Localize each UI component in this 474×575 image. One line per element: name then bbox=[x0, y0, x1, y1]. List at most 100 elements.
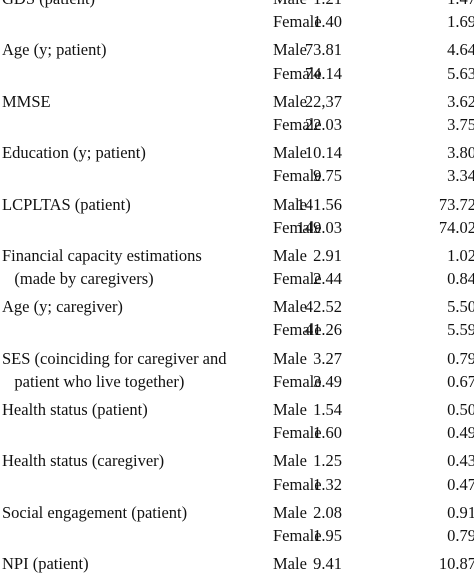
mean-cell: 22,37 bbox=[304, 91, 342, 111]
sex-cell: Female bbox=[273, 423, 322, 443]
sex-cell: Male bbox=[273, 40, 307, 60]
table-row: Female 1.40 1.69 bbox=[0, 10, 474, 33]
sd-cell: 0.84 bbox=[447, 269, 474, 289]
variable-cell: GDS (patient) bbox=[2, 0, 95, 10]
sex-cell: Male bbox=[273, 91, 307, 111]
mean-cell: 42.52 bbox=[304, 297, 342, 317]
mean-cell: 1.32 bbox=[313, 474, 342, 494]
sd-cell: 0.47 bbox=[447, 474, 474, 494]
mean-cell: 3.49 bbox=[313, 371, 342, 391]
mean-cell: 1.40 bbox=[313, 12, 342, 32]
mean-cell: 41.26 bbox=[304, 320, 342, 340]
sd-cell: 4.64 bbox=[447, 40, 474, 60]
mean-cell: 3.27 bbox=[313, 348, 342, 368]
table-row: Female 1.32 0.47 bbox=[0, 473, 474, 496]
sd-cell: 1.47 bbox=[447, 0, 474, 10]
variable-cell: SES (coinciding for caregiver and bbox=[2, 348, 227, 368]
sd-cell: 0.79 bbox=[447, 525, 474, 545]
sd-cell: 0.50 bbox=[447, 400, 474, 419]
sd-cell: 73.72 bbox=[438, 194, 474, 214]
sex-cell: Female bbox=[273, 12, 322, 32]
sex-cell: Female bbox=[273, 371, 322, 391]
table-row: Age (y; patient) Male 73.81 4.64 bbox=[0, 38, 474, 61]
sd-cell: 5.59 bbox=[447, 320, 474, 340]
sex-cell: Female bbox=[273, 114, 322, 134]
variable-cell: (made by caregivers) bbox=[2, 269, 154, 289]
table-row: (made by caregivers) Female 2.44 0.84 bbox=[0, 267, 474, 290]
sex-cell: Male bbox=[273, 143, 307, 163]
table-row: Female 41.26 5.59 bbox=[0, 318, 474, 341]
table-row: Female 149.03 74.02 bbox=[0, 216, 474, 239]
mean-cell: 2.91 bbox=[313, 245, 342, 265]
variable-cell: Age (y; caregiver) bbox=[2, 297, 123, 317]
variable-cell: Education (y; patient) bbox=[2, 143, 146, 163]
mean-cell: 22.03 bbox=[304, 114, 342, 134]
sd-cell: 0.91 bbox=[447, 502, 474, 522]
mean-cell: 149.03 bbox=[296, 217, 342, 237]
sd-cell: 3.80 bbox=[447, 143, 474, 163]
sd-cell: 0.43 bbox=[447, 451, 474, 471]
mean-cell: 1.60 bbox=[313, 423, 342, 443]
table-row: Female 74.14 5.63 bbox=[0, 62, 474, 85]
sex-cell: Male bbox=[273, 400, 307, 419]
variable-cell: MMSE bbox=[2, 91, 51, 111]
sd-cell: 3.62 bbox=[447, 91, 474, 111]
sex-cell: Female bbox=[273, 320, 322, 340]
table-row: MMSE Male 22,37 3.62 bbox=[0, 90, 474, 113]
sex-cell: Male bbox=[273, 348, 307, 368]
table-row: LCPLTAS (patient) Male 141.56 73.72 bbox=[0, 193, 474, 216]
sd-cell: 1.69 bbox=[447, 12, 474, 32]
mean-cell: 9.41 bbox=[313, 554, 342, 574]
table-row: Social engagement (patient) Male 2.08 0.91 bbox=[0, 501, 474, 524]
variable-cell: Age (y; patient) bbox=[2, 40, 107, 60]
variable-cell: Health status (patient) bbox=[2, 400, 148, 419]
mean-cell: 2.44 bbox=[313, 269, 342, 289]
table-row: Female 22.03 3.75 bbox=[0, 113, 474, 136]
table-row: NPI (patient) Male 9.41 10.87 bbox=[0, 552, 474, 575]
table-row: SES (coinciding for caregiver and Male 3.2… bbox=[0, 347, 474, 370]
mean-cell: 73.81 bbox=[304, 40, 342, 60]
table-row: Health status (patient) Male 1.54 0.50 bbox=[0, 398, 474, 421]
mean-cell: 1.25 bbox=[313, 451, 342, 471]
variable-cell: patient who live together) bbox=[2, 371, 185, 391]
sex-cell: Female bbox=[273, 63, 322, 83]
sex-cell: Male bbox=[273, 554, 307, 574]
mean-cell: 2.08 bbox=[313, 502, 342, 522]
sd-cell: 5.50 bbox=[447, 297, 474, 317]
sex-cell: Female bbox=[273, 217, 322, 237]
sex-cell: Male bbox=[273, 297, 307, 317]
sd-cell: 3.34 bbox=[447, 166, 474, 186]
variable-cell: Social engagement (patient) bbox=[2, 502, 188, 522]
table-row: Female 1.95 0.79 bbox=[0, 524, 474, 547]
table-row: Female 1.60 0.49 bbox=[0, 421, 474, 444]
table-row: Financial capacity estimations Male 2.91 1.… bbox=[0, 244, 474, 267]
table-row: Female 9.75 3.34 bbox=[0, 164, 474, 187]
sex-cell: Female bbox=[273, 269, 322, 289]
sex-cell: Male bbox=[273, 194, 307, 214]
sd-cell: 0.67 bbox=[447, 371, 474, 391]
sd-cell: 74.02 bbox=[438, 217, 474, 237]
table-row: Education (y; patient) Male 10.14 3.80 bbox=[0, 141, 474, 164]
table-row: Age (y; caregiver) Male 42.52 5.50 bbox=[0, 295, 474, 318]
sd-cell: 0.49 bbox=[447, 423, 474, 443]
sex-cell: Male bbox=[273, 451, 307, 471]
sd-cell: 1.02 bbox=[447, 245, 474, 265]
table-row: GDS (patient) Male 1.21 1.47 bbox=[0, 0, 474, 10]
variable-cell: NPI (patient) bbox=[2, 554, 89, 574]
mean-cell: 10.14 bbox=[304, 143, 342, 163]
sd-cell: 10.87 bbox=[438, 554, 474, 574]
mean-cell: 141.56 bbox=[296, 194, 342, 214]
sex-cell: Female bbox=[273, 166, 322, 186]
sex-cell: Male bbox=[273, 245, 307, 265]
sex-cell: Male bbox=[273, 0, 307, 10]
mean-cell: 74.14 bbox=[304, 63, 342, 83]
variable-cell: Financial capacity estimations bbox=[2, 245, 202, 265]
mean-cell: 1.54 bbox=[313, 400, 342, 419]
sd-cell: 0.79 bbox=[447, 348, 474, 368]
sd-cell: 3.75 bbox=[447, 114, 474, 134]
mean-cell: 1.95 bbox=[313, 525, 342, 545]
table-row: Health status (caregiver) Male 1.25 0.43 bbox=[0, 449, 474, 472]
table-row: patient who live together) Female 3.49 0.67 bbox=[0, 370, 474, 393]
mean-cell: 9.75 bbox=[313, 166, 342, 186]
